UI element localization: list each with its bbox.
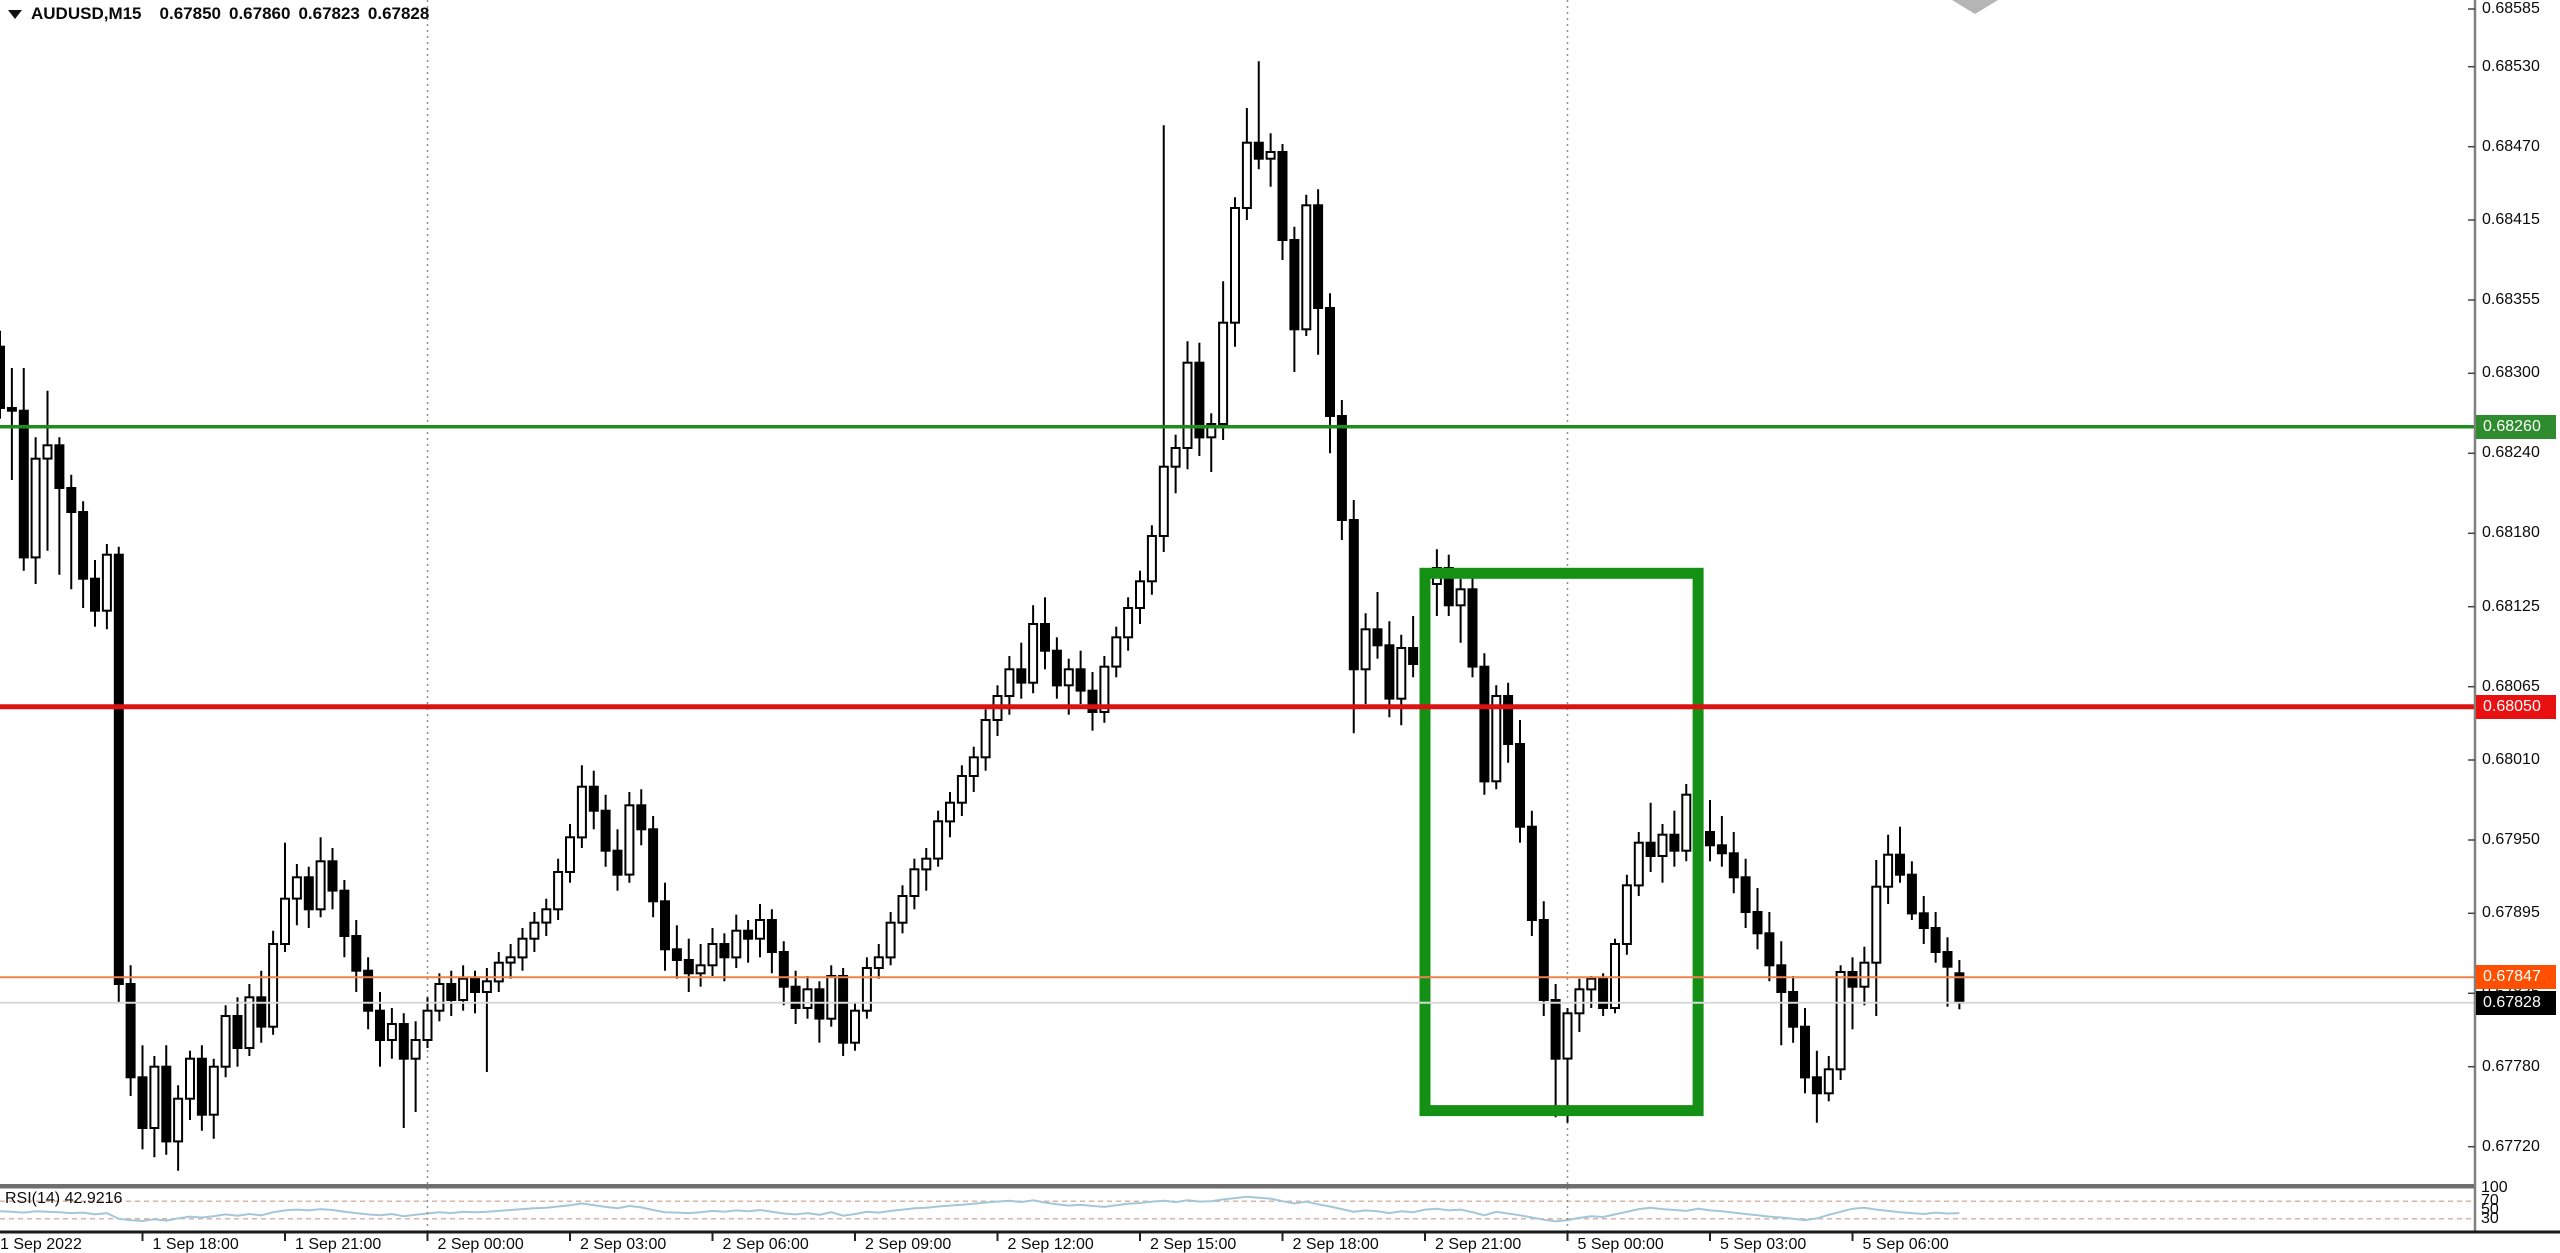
time-axis-label: 2 Sep 18:00 (1292, 1236, 1379, 1253)
price-axis-label: 0.68585 (2482, 0, 2540, 17)
time-axis-label: 1 Sep 2022 (0, 1236, 82, 1253)
time-axis-label: 1 Sep 18:00 (152, 1236, 239, 1253)
price-badge-support: 0.68050 (2476, 694, 2556, 719)
time-axis-label: 2 Sep 21:00 (1435, 1236, 1522, 1253)
price-axis-label: 0.67950 (2482, 831, 2540, 848)
chevron-down-icon[interactable] (8, 9, 22, 19)
drawn-rectangle[interactable] (1419, 567, 1704, 1117)
rsi-scale-label: 100 (2481, 1179, 2508, 1196)
time-axis-label: 2 Sep 15:00 (1150, 1236, 1237, 1253)
price-axis-label: 0.68415 (2482, 211, 2540, 228)
rsi-scale-label: 30 (2481, 1209, 2499, 1227)
time-axis-label: 5 Sep 00:00 (1577, 1236, 1664, 1253)
time-axis-label: 2 Sep 03:00 (580, 1236, 667, 1253)
ohlc-close-value: 0.67828 (367, 4, 430, 23)
price-axis-label: 0.68530 (2482, 57, 2540, 75)
rsi-indicator-label: RSI(14) 42.9216 (5, 1190, 123, 1207)
time-axis-label: 2 Sep 00:00 (437, 1236, 524, 1253)
price-badge-bid: 0.67828 (2476, 990, 2556, 1015)
chart-shift-marker-icon[interactable] (1952, 0, 1998, 14)
ohlc-open-value: 0.67850 (159, 4, 221, 23)
time-axis-label: 2 Sep 06:00 (722, 1236, 809, 1253)
price-badge-ask: 0.67847 (2476, 965, 2556, 990)
rsi-scale-label: 50 (2481, 1201, 2499, 1218)
rsi-scale-label: 70 (2481, 1192, 2499, 1210)
price-axis-label: 0.67780 (2482, 1057, 2540, 1075)
pane-separator[interactable] (0, 1184, 2474, 1189)
price-axis-label: 0.68355 (2482, 291, 2540, 308)
time-axis-label: 5 Sep 06:00 (1862, 1236, 1949, 1253)
ohlc-low-value: 0.67823 (298, 4, 360, 23)
price-axis-label: 0.68240 (2482, 444, 2540, 462)
price-axis-label: 0.67895 (2482, 904, 2540, 922)
rsi-line (0, 1195, 1960, 1223)
price-axis-label: 0.68180 (2482, 524, 2540, 542)
price-axis-label: 0.68300 (2482, 364, 2540, 382)
symbol-timeframe-label: AUDUSD,M15 (31, 4, 142, 23)
price-badge-resistance: 0.68260 (2476, 414, 2556, 439)
ohlc-high-value: 0.67860 (228, 4, 291, 23)
price-axis-label: 0.68470 (2482, 137, 2540, 155)
time-axis-label: 2 Sep 09:00 (865, 1236, 952, 1253)
chart-title: AUDUSD,M15 0.67850 0.67860 0.67823 0.678… (8, 4, 429, 24)
price-axis-label: 0.67720 (2482, 1137, 2540, 1155)
price-axis-label: 0.68010 (2482, 751, 2540, 768)
price-axis-label: 0.68125 (2482, 597, 2540, 615)
time-axis-label: 5 Sep 03:00 (1720, 1236, 1807, 1253)
time-axis-label: 1 Sep 21:00 (295, 1236, 382, 1253)
price-axis-label: 0.68065 (2482, 677, 2540, 695)
time-axis-label: 2 Sep 12:00 (1007, 1236, 1094, 1253)
candles (0, 61, 1965, 1171)
